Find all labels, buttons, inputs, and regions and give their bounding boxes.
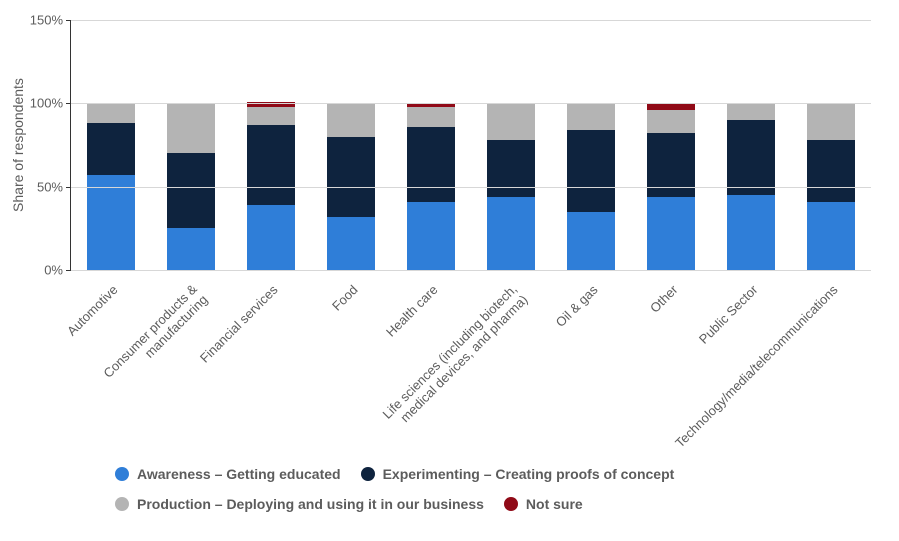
plot-area: 0%50%100%150%	[70, 20, 871, 270]
bar-segment-production[interactable]	[567, 103, 615, 130]
legend-label: Experimenting – Creating proofs of conce…	[383, 460, 675, 488]
category-label-slot: Technology/media/telecommunications	[790, 270, 870, 460]
bar-segment-experimenting[interactable]	[247, 125, 295, 205]
bar-slot	[71, 20, 151, 270]
bar-segment-awareness[interactable]	[327, 217, 375, 270]
bar-segment-awareness[interactable]	[647, 197, 695, 270]
bars-row	[71, 20, 871, 270]
category-label-slot: Oil & gas	[550, 270, 630, 460]
category-label: Other	[647, 282, 681, 316]
bar-segment-awareness[interactable]	[247, 205, 295, 270]
bar-segment-production[interactable]	[807, 103, 855, 140]
gridline	[71, 20, 871, 21]
bar-segment-awareness[interactable]	[807, 202, 855, 270]
legend-label: Awareness – Getting educated	[137, 460, 341, 488]
bar-segment-awareness[interactable]	[487, 197, 535, 270]
legend-label: Production – Deploying and using it in o…	[137, 490, 484, 518]
category-label: Oil & gas	[553, 282, 601, 330]
bar-segment-production[interactable]	[327, 103, 375, 136]
y-tick-label: 100%	[30, 96, 63, 111]
legend-swatch	[115, 497, 129, 511]
bar-segment-production[interactable]	[487, 103, 535, 140]
y-tick-label: 50%	[37, 179, 63, 194]
bar-segment-awareness[interactable]	[727, 195, 775, 270]
bar-segment-awareness[interactable]	[407, 202, 455, 270]
legend: Awareness – Getting educated Experimentin…	[115, 460, 785, 520]
legend-item[interactable]: Not sure	[504, 490, 583, 518]
y-tick-mark	[66, 187, 71, 188]
bar-slot	[711, 20, 791, 270]
gridline	[71, 187, 871, 188]
bar-segment-experimenting[interactable]	[727, 120, 775, 195]
bar-segment-production[interactable]	[247, 107, 295, 125]
legend-swatch	[115, 467, 129, 481]
bar-segment-experimenting[interactable]	[567, 130, 615, 212]
bar-slot	[631, 20, 711, 270]
legend-item[interactable]: Experimenting – Creating proofs of conce…	[361, 460, 675, 488]
legend-swatch	[504, 497, 518, 511]
bar-segment-production[interactable]	[407, 107, 455, 127]
bar-segment-not_sure[interactable]	[647, 103, 695, 110]
bar-segment-awareness[interactable]	[87, 175, 135, 270]
bar-slot	[151, 20, 231, 270]
bar-segment-experimenting[interactable]	[487, 140, 535, 197]
bar-slot	[791, 20, 871, 270]
bar-segment-experimenting[interactable]	[167, 153, 215, 228]
legend-item[interactable]: Production – Deploying and using it in o…	[115, 490, 484, 518]
stacked-bar-chart: Share of respondents 0%50%100%150% Autom…	[0, 0, 899, 541]
bar-segment-production[interactable]	[87, 103, 135, 123]
legend-label: Not sure	[526, 490, 583, 518]
bar-segment-experimenting[interactable]	[807, 140, 855, 202]
bar-segment-production[interactable]	[727, 103, 775, 120]
bar-segment-awareness[interactable]	[167, 228, 215, 270]
y-tick-mark	[66, 20, 71, 21]
category-label: Health care	[383, 282, 441, 340]
category-labels: AutomotiveConsumer products & manufactur…	[70, 270, 870, 460]
y-axis-title: Share of respondents	[10, 78, 26, 212]
bar-segment-experimenting[interactable]	[407, 127, 455, 202]
bar-slot	[391, 20, 471, 270]
bar-segment-production[interactable]	[167, 103, 215, 153]
bar-slot	[551, 20, 631, 270]
legend-swatch	[361, 467, 375, 481]
category-label-slot: Life sciences (including biotech, medica…	[470, 270, 550, 460]
bar-segment-awareness[interactable]	[567, 212, 615, 270]
y-tick-label: 150%	[30, 13, 63, 28]
bar-segment-experimenting[interactable]	[87, 123, 135, 175]
y-tick-mark	[66, 103, 71, 104]
bar-slot	[311, 20, 391, 270]
category-label-slot: Consumer products & manufacturing	[150, 270, 230, 460]
category-label: Food	[329, 282, 361, 314]
gridline	[71, 103, 871, 104]
category-label-slot: Food	[310, 270, 390, 460]
category-label-slot: Financial services	[230, 270, 310, 460]
bar-segment-production[interactable]	[647, 110, 695, 133]
y-tick-label: 0%	[44, 263, 63, 278]
bar-slot	[231, 20, 311, 270]
bar-segment-experimenting[interactable]	[327, 137, 375, 217]
category-label: Automotive	[64, 282, 121, 339]
bar-slot	[471, 20, 551, 270]
legend-item[interactable]: Awareness – Getting educated	[115, 460, 341, 488]
